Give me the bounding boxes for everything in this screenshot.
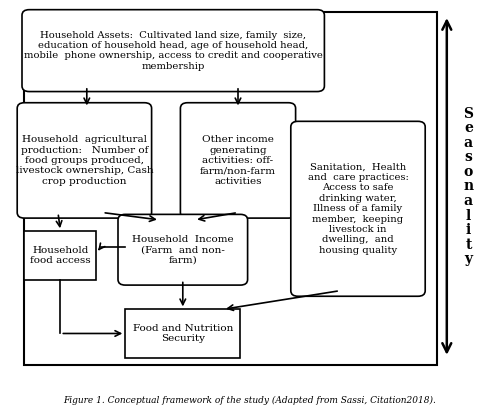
Text: Food and Nutrition
Security: Food and Nutrition Security <box>132 324 233 343</box>
FancyBboxPatch shape <box>125 309 240 357</box>
FancyBboxPatch shape <box>24 231 97 279</box>
Text: Household
food access: Household food access <box>30 246 90 265</box>
Text: Sanitation,  Health
and  care practices:
Access to safe
drinking water,
Illness : Sanitation, Health and care practices: A… <box>308 163 408 255</box>
Text: Household Assets:  Cultivated land size, family  size,
education of household he: Household Assets: Cultivated land size, … <box>24 31 322 71</box>
FancyBboxPatch shape <box>22 10 324 92</box>
FancyBboxPatch shape <box>17 103 152 218</box>
Text: Household  agricultural
production:   Number of
food groups produced,
livestock : Household agricultural production: Numbe… <box>16 135 153 186</box>
Text: Household  Income
(Farm  and non-
farm): Household Income (Farm and non- farm) <box>132 235 234 265</box>
Text: Other income
generating
activities: off-
farm/non-farm
activities: Other income generating activities: off-… <box>200 135 276 186</box>
FancyBboxPatch shape <box>291 121 425 296</box>
Text: Figure 1. Conceptual framework of the study (Adapted from Sassi, Citation2018).: Figure 1. Conceptual framework of the st… <box>64 396 436 405</box>
FancyBboxPatch shape <box>180 103 296 218</box>
FancyBboxPatch shape <box>118 214 248 285</box>
Text: S
e
a
s
o
n
a
l
i
t
y: S e a s o n a l i t y <box>464 107 473 266</box>
